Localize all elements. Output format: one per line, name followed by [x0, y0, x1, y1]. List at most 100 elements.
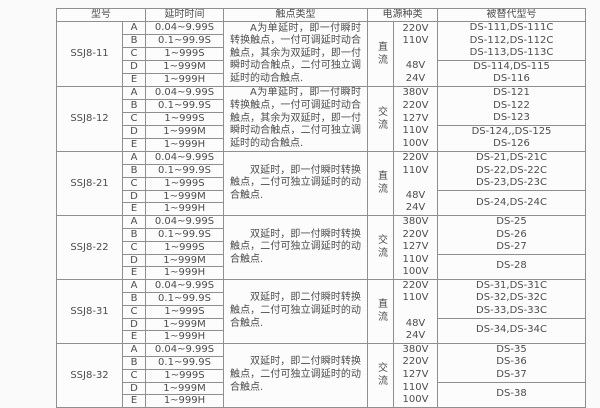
- variant-letter: C: [122, 304, 146, 319]
- delay-value: 0.04~9.99S: [145, 278, 224, 293]
- contact-text: 双延时，即一付瞬时转换触点，二付可独立调延时的动合触点.: [230, 164, 361, 201]
- contact-description: 双延时，即一付瞬时转换触点，二付可独立调延时的动合触点.: [223, 150, 368, 216]
- table-row: D 1~999M DS-28: [57, 253, 586, 280]
- variant-letter: D: [122, 381, 146, 396]
- power-type-cell: 交流: [367, 214, 394, 280]
- replaced-model: DS-34,DS-34C: [476, 324, 547, 336]
- variant-letter: E: [122, 72, 146, 87]
- delay-value: 1~999S: [145, 111, 224, 126]
- variant-letter: B: [122, 291, 146, 306]
- replaced-header: 被替代型号: [437, 8, 586, 22]
- contact-description: 双延时，即二付瞬时转换触点，二付可独立调延时的动合触点.: [223, 278, 368, 344]
- contact-description: 双延时，即二付瞬时转换触点，二付可独立调延时的动合触点.: [223, 342, 368, 408]
- variant-letter: E: [122, 330, 146, 344]
- replaced-model: DS-38: [496, 388, 527, 400]
- voltage-value: 100V: [402, 394, 429, 406]
- replaced-model: DS-32,DS-32C: [476, 292, 547, 304]
- voltage-value: 100V: [402, 266, 429, 278]
- replaced-model: DS-37: [496, 369, 527, 381]
- delay-value: 1~999M: [145, 253, 224, 268]
- voltage-cell: 380V 220V 127V 110V 100V: [393, 85, 438, 152]
- delay-value: 0.1~99.9S: [145, 291, 224, 306]
- replaced-model: DS-114,DS-115: [473, 60, 550, 72]
- replaced-model: DS-24,DS-24C: [476, 196, 547, 208]
- replaced-model: DS-113,DS-113C: [469, 47, 554, 59]
- voltage-value: 220V: [402, 228, 429, 240]
- voltage-value: 220V: [402, 100, 429, 112]
- delay-value: 1~999M: [145, 124, 224, 139]
- delay-value: 1~999M: [145, 59, 224, 74]
- variant-letter: E: [122, 202, 146, 216]
- delay-value: 1~999H: [145, 266, 224, 280]
- variant-letter: E: [122, 394, 146, 408]
- replaced-model: DS-122: [493, 99, 530, 111]
- contact-header: 触点类型: [223, 8, 368, 22]
- voltage-value: 220V: [402, 279, 429, 291]
- delay-value: 1~999S: [145, 240, 224, 255]
- delay-value: 1~999M: [145, 189, 224, 204]
- voltage-value: 110V: [402, 164, 429, 176]
- power-type-cell: 直流: [367, 21, 394, 87]
- variant-letter: A: [122, 150, 146, 165]
- table-row: E 1~999H: [57, 72, 586, 87]
- replaced-model: DS-25: [496, 215, 527, 227]
- variant-letter: A: [122, 342, 146, 357]
- voltage-value: 48V: [405, 317, 426, 329]
- model-cell: SSJ8-31: [56, 278, 123, 344]
- variant-letter: E: [122, 266, 146, 280]
- table-row: E 1~999H: [57, 137, 586, 152]
- delay-value: 0.1~99.9S: [145, 227, 224, 242]
- model-cell: SSJ8-11: [56, 21, 123, 87]
- table-row: E 1~999H: [57, 330, 586, 344]
- replaced-models-top: DS-21,DS-21C DS-22,DS-22C DS-23,DS-23C: [437, 150, 586, 191]
- power-type-cell: 直流: [367, 278, 394, 344]
- variant-letter: D: [122, 124, 146, 139]
- table-row: SSJ8-21 A 0.04~9.99S 双延时，即一付瞬时转换触点，二付可独立调延时…: [56, 150, 586, 216]
- voltage-value: 100V: [402, 137, 429, 149]
- delay-value: 0.04~9.99S: [145, 342, 224, 357]
- voltage-cell: 380V 220V 127V 110V 100V: [393, 214, 438, 280]
- power-type-label: 直流: [375, 40, 387, 67]
- replaced-models-bottom: DS-38: [437, 381, 586, 408]
- power-type-label: 直流: [375, 170, 387, 197]
- voltage-value: 220V: [402, 356, 429, 368]
- delay-value: 0.04~9.99S: [145, 21, 224, 35]
- replaced-models-top: DS-31,DS-31C DS-32,DS-32C DS-33,DS-33C: [437, 278, 586, 319]
- contact-text: 双延时，即一付瞬时转换触点，二付可独立调延时的动合触点.: [230, 228, 361, 265]
- delay-value: 1~999S: [145, 304, 224, 319]
- delay-value: 0.04~9.99S: [145, 214, 224, 229]
- contact-description: A为单延时，即一付瞬时转换触点，一付可调延时动合触点，其余为双延时，即一付瞬时动…: [223, 85, 368, 152]
- delay-value: 0.04~9.99S: [145, 150, 224, 165]
- variant-letter: A: [122, 85, 146, 100]
- variant-letter: A: [122, 214, 146, 229]
- replaced-models-top: DS-35 DS-36 DS-37: [437, 342, 586, 383]
- variant-letter: E: [122, 137, 146, 152]
- voltage-value: 110V: [402, 253, 429, 265]
- voltage-cell: 220V 110V 48V 24V: [393, 21, 438, 87]
- replaced-model: DS-123: [493, 112, 530, 124]
- voltage-cell: 380V 220V 127V 110V 100V: [393, 342, 438, 408]
- voltage-value: 48V: [405, 189, 426, 201]
- delay-value: 1~999H: [145, 330, 224, 344]
- variant-letter: B: [122, 227, 146, 242]
- table-row: B 0.1~99.9S: [57, 227, 586, 242]
- replaced-model: DS-22,DS-22C: [476, 164, 547, 176]
- replaced-model: DS-35: [496, 343, 527, 355]
- variant-letter: B: [122, 33, 146, 48]
- voltage-value: 380V: [402, 215, 429, 227]
- voltage-value: [395, 177, 437, 190]
- variant-letter: C: [122, 240, 146, 255]
- contact-text: 双延时，即二付瞬时转换触点，二付可独立调延时的动合触点.: [230, 292, 361, 329]
- voltage-cell: 220V 110V 48V 24V: [393, 150, 438, 216]
- model-cell: SSJ8-22: [56, 214, 123, 280]
- contact-text: A为单延时，即一付瞬时转换触点，一付可调延时动合触点，其余为双延时，即一付瞬时动…: [230, 87, 361, 149]
- table-row: SSJ8-12 A 0.04~9.99S A为单延时，即一付瞬时转换触点，一付可调延时…: [56, 85, 586, 152]
- power-header: 电源种类: [367, 8, 438, 22]
- table-row: D 1~999M DS-24,DS-24C: [57, 189, 586, 216]
- delay-value: 1~999S: [145, 46, 224, 61]
- replaced-model: DS-111,DS-111C: [469, 22, 554, 33]
- table-row: C 1~999S: [57, 240, 586, 255]
- delay-value: 0.04~9.99S: [145, 85, 224, 100]
- power-type-label: 交流: [375, 234, 387, 261]
